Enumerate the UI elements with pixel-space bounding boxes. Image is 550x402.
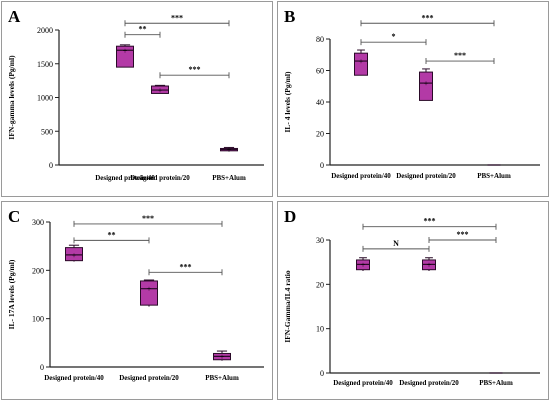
significance-label: ** [139, 25, 147, 34]
box-mean-marker: + [72, 251, 77, 260]
y-axis-label: IL- 17A levels (Pg/ml) [7, 259, 16, 329]
y-tick-label: 2000 [37, 26, 53, 35]
y-axis-label: IL- 4 levels (Pg/ml) [283, 71, 292, 133]
box-body [354, 52, 368, 76]
y-tick-label: 1500 [37, 60, 53, 69]
y-tick-label: 20 [316, 280, 324, 289]
box-mean-marker: + [227, 145, 232, 154]
box-mean-marker: + [424, 79, 429, 88]
y-tick-label: 80 [316, 35, 324, 44]
x-category-label: Designed protein/40 [95, 174, 155, 182]
box-mean-marker: + [123, 46, 128, 55]
x-category-label: Designed protein/20 [399, 379, 459, 387]
significance-label: ** [108, 230, 116, 239]
chart-c-svg: C 0 100 200 300 IL- 17A levels (Pg/ml) Designe… [7, 207, 264, 382]
significance-label: N [393, 239, 399, 248]
y-tick-label: 0 [49, 161, 53, 170]
box-mean-marker: + [361, 260, 366, 269]
x-category-label: PBS+Alum [212, 174, 246, 182]
box-body [65, 247, 83, 262]
panel-letter: C [8, 207, 20, 226]
significance-label: *** [422, 13, 434, 22]
panel-d: D 0 10 20 30 IFN-Gamma/IL4 ratio Designed prot… [277, 201, 549, 400]
x-category-label: Designed protein/40 [333, 379, 393, 387]
box-mean-marker: + [359, 57, 364, 66]
box-mean-marker: + [427, 260, 432, 269]
y-tick-label: 200 [32, 266, 44, 275]
y-tick-label: 0 [320, 161, 324, 170]
x-category-label: PBS+Alum [479, 379, 513, 387]
y-tick-label: 0 [320, 369, 324, 378]
panel-letter: B [284, 7, 295, 26]
box-body [140, 280, 158, 306]
box-body [419, 71, 433, 101]
panel-letter: A [8, 7, 21, 26]
significance-label: *** [142, 214, 154, 223]
y-tick-label: 1000 [37, 94, 53, 103]
significance-label: * [392, 32, 396, 41]
box-body [116, 45, 134, 68]
y-tick-label: 40 [316, 98, 324, 107]
box-mean-marker: + [220, 352, 225, 361]
y-tick-label: 300 [32, 218, 44, 227]
chart-a-svg: A 0 500 1000 1500 2000 IFN-gamma levels (Pg/ml… [7, 7, 264, 182]
y-tick-label: 30 [316, 236, 324, 245]
significance-label: *** [189, 65, 201, 74]
x-category-label: Designed protein/20 [396, 172, 456, 180]
y-tick-label: 0 [40, 363, 44, 372]
y-tick-label: 500 [41, 127, 53, 136]
panel-a: A 0 500 1000 1500 2000 IFN-gamma levels (Pg/ml… [1, 1, 273, 197]
panel-letter: D [284, 207, 296, 226]
y-tick-label: 10 [316, 325, 324, 334]
box-mean-marker: + [147, 285, 152, 294]
significance-label: *** [171, 13, 183, 22]
x-category-label: PBS+Alum [205, 374, 239, 382]
panel-b: B 0 20 40 60 80 IL- 4 levels (Pg/ml) Designed p… [277, 1, 549, 197]
y-tick-label: 60 [316, 67, 324, 76]
chart-b-svg: B 0 20 40 60 80 IL- 4 levels (Pg/ml) Designed p… [283, 7, 540, 180]
significance-label: *** [457, 230, 469, 239]
panel-c: C 0 100 200 300 IL- 17A levels (Pg/ml) Designe… [1, 201, 273, 400]
y-axis-label: IFN-gamma levels (Pg/ml) [7, 55, 16, 140]
y-axis-label: IFN-Gamma/IL4 ratio [283, 270, 292, 343]
significance-label: *** [180, 262, 192, 271]
chart-d-svg: D 0 10 20 30 IFN-Gamma/IL4 ratio Designed prot… [283, 207, 540, 387]
significance-label: *** [424, 217, 436, 226]
significance-label: *** [454, 51, 466, 60]
box-mean-marker: + [158, 86, 163, 95]
x-category-label: Designed protein/40 [44, 374, 104, 382]
x-category-label: PBS+Alum [477, 172, 511, 180]
x-category-label: Designed protein/20 [119, 374, 179, 382]
x-category-label: Designed protein/40 [331, 172, 391, 180]
x-category-label: Designed protein/20 [130, 174, 190, 182]
y-tick-label: 100 [32, 315, 44, 324]
y-tick-label: 20 [316, 130, 324, 139]
